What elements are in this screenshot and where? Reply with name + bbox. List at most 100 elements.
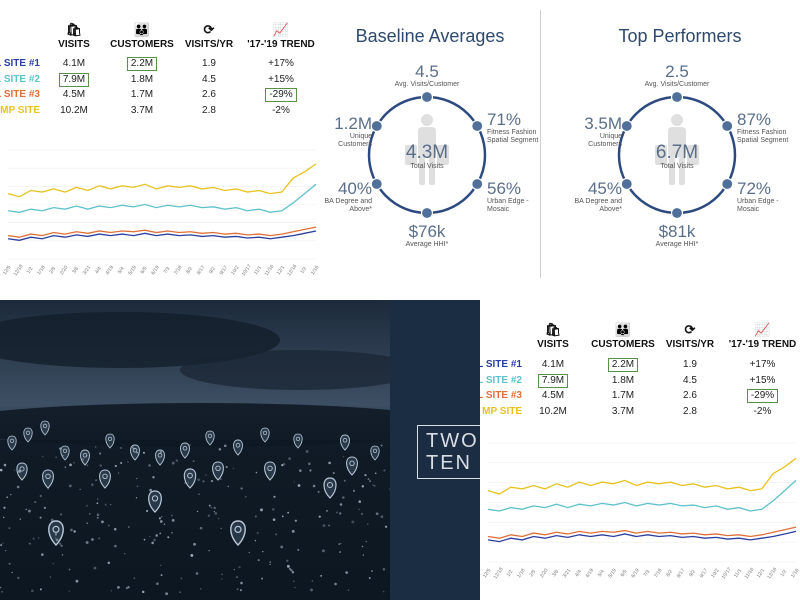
stat-br: 56% Urban Edge - Mosaic bbox=[487, 180, 540, 214]
map-pin-icon bbox=[80, 449, 90, 466]
ring-dot-bl bbox=[620, 177, 633, 191]
stat-label: Average HHI* bbox=[655, 241, 699, 248]
cell-trend: +15% bbox=[268, 73, 294, 85]
map-pin-icon bbox=[99, 469, 111, 489]
series-line-l-site-1 bbox=[487, 530, 797, 543]
cell-customers: 1.8M bbox=[611, 374, 635, 386]
cell-site: MP SITE bbox=[0, 104, 40, 116]
map-pin-icon bbox=[42, 469, 54, 489]
cell-site: L SITE #1 bbox=[480, 359, 522, 370]
x-tick-label: 12/16 bbox=[766, 566, 778, 580]
series-line-mp-site bbox=[7, 163, 317, 198]
x-tick-label: 5/19 bbox=[127, 265, 138, 277]
ring-dot-top bbox=[420, 90, 434, 104]
cell-visits-per-yr: 1.9 bbox=[202, 58, 216, 69]
x-tick-label: 7/18 bbox=[173, 265, 184, 277]
series-line-l-site-2 bbox=[7, 183, 317, 213]
x-tick-label: 11/1 bbox=[733, 568, 743, 579]
x-tick-label: 6/19 bbox=[630, 568, 641, 580]
map-pin-icon bbox=[340, 434, 350, 451]
cell-trend: -2% bbox=[753, 405, 772, 417]
cell-customers: 1.7M bbox=[611, 390, 635, 401]
city-night-photo: TWO TEN bbox=[0, 300, 480, 600]
cell-visits: 4.1M bbox=[62, 58, 86, 69]
map-pin-icon bbox=[40, 420, 50, 436]
stat-ring bbox=[617, 90, 737, 220]
table-row: L SITE #3 4.5M 1.7M 2.6 -29% bbox=[0, 87, 320, 102]
cell-site: L SITE #2 bbox=[0, 73, 40, 85]
stat-ring bbox=[367, 90, 487, 220]
x-tick-label: 9/2 bbox=[688, 569, 697, 578]
highlight-box: -29% bbox=[746, 389, 779, 403]
highlight-box: 7.9M bbox=[58, 72, 90, 87]
ring-dot-bl bbox=[370, 177, 383, 191]
stat-value: 45% bbox=[587, 179, 622, 198]
x-tick-label: 12/5 bbox=[2, 265, 13, 277]
site-table-panel-top: 🛍 VISITS 👪 CUSTOMERS ⟳ VISITS/YR 📈 '17-'… bbox=[0, 0, 320, 280]
stat-center: 6.7M Total Visits bbox=[637, 142, 717, 171]
x-tick-label: 3/21 bbox=[82, 265, 93, 277]
cell-visits-per-yr: 1.9 bbox=[683, 359, 697, 370]
x-tick-label: 1/18 bbox=[36, 265, 47, 277]
panel-title: Baseline Averages bbox=[355, 26, 505, 46]
cell-trend: +15% bbox=[749, 374, 776, 386]
table-row: L SITE #3 4.5M 1.7M 2.6 -29% bbox=[480, 388, 800, 403]
table-row: MP SITE 10.2M 3.7M 2.8 -2% bbox=[480, 404, 800, 419]
cell-site: L SITE #1 bbox=[0, 58, 40, 69]
x-tick-label: 8/2 bbox=[185, 266, 194, 275]
stat-tr: 71% Fitness Fashion Spatial Segment bbox=[487, 111, 540, 145]
map-pin-icon bbox=[230, 520, 246, 547]
x-tick-label: 1/2 bbox=[506, 569, 515, 578]
cell-visits: 4.1M bbox=[541, 359, 565, 370]
x-tick-label: 12/16 bbox=[286, 263, 298, 277]
ring-dot-l bbox=[370, 119, 383, 133]
stat-value: 3.5M bbox=[584, 114, 622, 133]
cell-trend: +17% bbox=[749, 359, 776, 370]
shopping-bag-icon: 🛍 bbox=[65, 22, 83, 37]
stat-bl: 40% BA Degree and Above* bbox=[320, 180, 372, 214]
cell-visits: 10.2M bbox=[60, 104, 88, 116]
panel-divider bbox=[540, 10, 541, 278]
cell-customers: 1.8M bbox=[130, 73, 154, 85]
x-tick-label: 9/2 bbox=[208, 266, 217, 275]
map-pin-icon bbox=[7, 435, 17, 451]
ring-dot-l bbox=[620, 119, 633, 133]
x-tick-label: 4/19 bbox=[585, 568, 596, 580]
x-tick-label: 7/18 bbox=[653, 568, 664, 580]
x-tick-label: 8/17 bbox=[196, 265, 207, 277]
stat-label: Total Visits bbox=[410, 163, 444, 170]
stat-value: 2.5 bbox=[665, 62, 689, 81]
ring-dot-bottom bbox=[670, 206, 684, 220]
map-pin-icon bbox=[264, 461, 276, 481]
col-visits-per-yr: ⟳ VISITS/YR bbox=[665, 322, 715, 350]
cell-customers: 3.7M bbox=[611, 405, 635, 417]
x-tick-label: 4/4 bbox=[94, 266, 103, 275]
repeat-icon: ⟳ bbox=[684, 322, 696, 337]
people-icon: 👪 bbox=[614, 322, 632, 337]
col-visits-per-yr: ⟳ VISITS/YR bbox=[184, 22, 234, 50]
stat-value: 1.2M bbox=[334, 114, 372, 133]
map-pin-icon bbox=[212, 461, 224, 481]
stat-center: 4.3M Total Visits bbox=[387, 142, 467, 171]
cell-customers: 1.7M bbox=[130, 89, 154, 100]
x-tick-label: 6/5 bbox=[620, 569, 629, 578]
stat-br: 72% Urban Edge - Mosaic bbox=[737, 180, 790, 214]
x-tick-label: 2/20 bbox=[59, 265, 70, 277]
x-tick-label: 1/2 bbox=[299, 266, 308, 275]
x-tick-label: 6/19 bbox=[150, 265, 161, 277]
stat-top: 2.5 Avg. Visits/Customer bbox=[617, 63, 737, 89]
trend-chart-icon: 📈 bbox=[754, 322, 771, 337]
x-tick-label: 1/18 bbox=[516, 568, 527, 580]
map-pin-icon bbox=[205, 430, 215, 446]
highlight-box: 7.9M bbox=[537, 373, 569, 388]
stat-label: Fitness Fashion Spatial Segment bbox=[737, 129, 789, 144]
col-trend: 📈 '17-'19 TREND bbox=[725, 322, 800, 350]
x-tick-label: 3/6 bbox=[71, 266, 80, 275]
cell-trend: -29% bbox=[242, 87, 320, 102]
x-tick-label: 10/17 bbox=[721, 566, 733, 580]
trend-chart-svg: 12/5 12/18 1/2 1/18 2/5 2/20 3/6 3/21 4/4 4/19 5/4… bbox=[482, 442, 800, 580]
x-tick-label: 3/6 bbox=[551, 569, 560, 578]
map-pin-icon bbox=[23, 427, 33, 443]
x-tick-label: 10/17 bbox=[241, 263, 253, 277]
map-pin-icon bbox=[323, 477, 337, 499]
